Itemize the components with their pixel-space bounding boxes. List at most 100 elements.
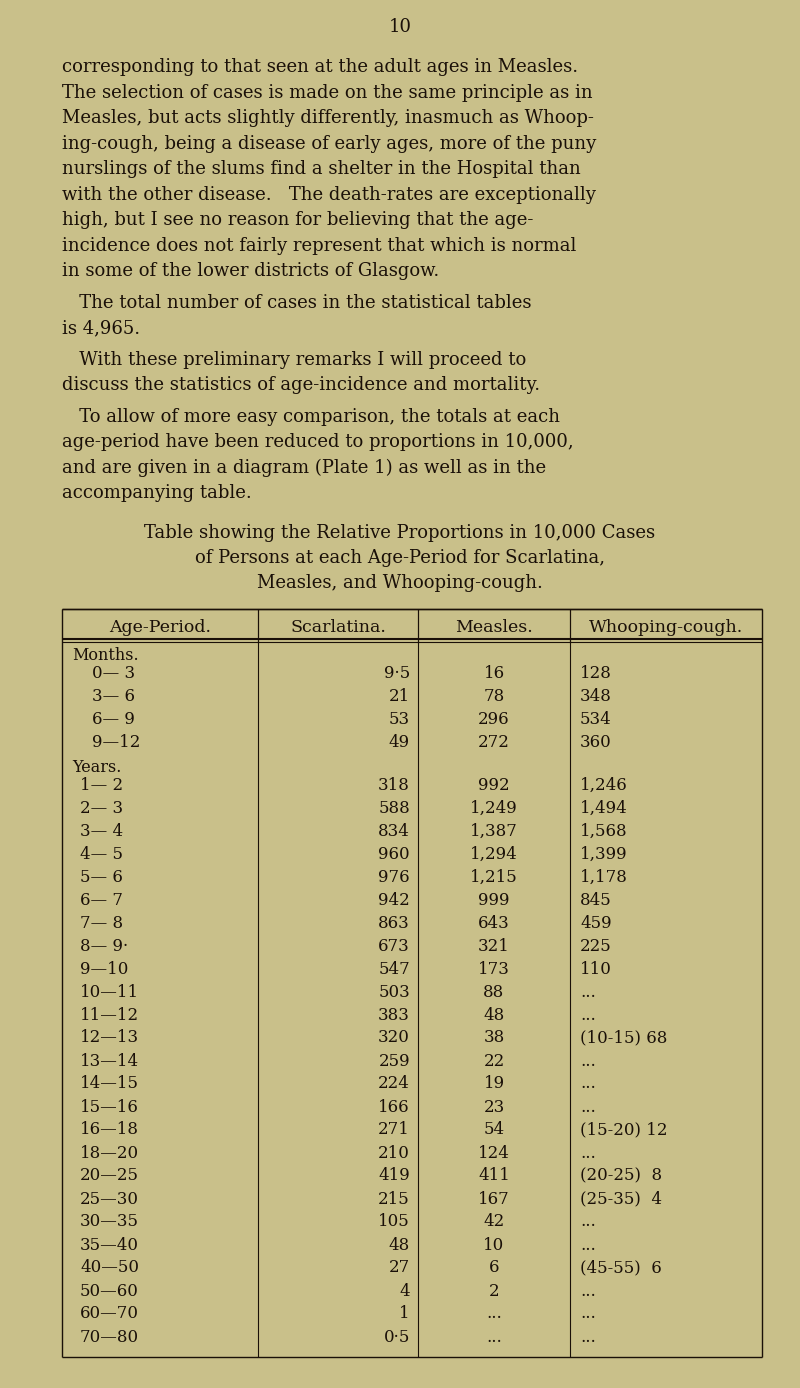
Text: Scarlatina.: Scarlatina. [290, 619, 386, 636]
Text: nurslings of the slums find a shelter in the Hospital than: nurslings of the slums find a shelter in… [62, 160, 581, 178]
Text: 419: 419 [378, 1167, 410, 1184]
Text: ...: ... [486, 1328, 502, 1345]
Text: 7— 8: 7— 8 [80, 915, 123, 931]
Text: 845: 845 [580, 891, 612, 909]
Text: (45-55)  6: (45-55) 6 [580, 1259, 662, 1277]
Text: 20—25: 20—25 [80, 1167, 139, 1184]
Text: 3— 6: 3— 6 [92, 687, 135, 705]
Text: ...: ... [580, 1145, 596, 1162]
Text: Table showing the Relative Proportions in 10,000 Cases: Table showing the Relative Proportions i… [145, 523, 655, 541]
Text: 128: 128 [580, 665, 612, 682]
Text: 16: 16 [483, 665, 505, 682]
Text: 320: 320 [378, 1030, 410, 1047]
Text: Months.: Months. [72, 647, 138, 663]
Text: 25—30: 25—30 [80, 1191, 139, 1208]
Text: 60—70: 60—70 [80, 1306, 139, 1323]
Text: Measles, but acts slightly differently, inasmuch as Whoop-: Measles, but acts slightly differently, … [62, 110, 594, 126]
Text: 54: 54 [483, 1122, 505, 1138]
Text: with the other disease.   The death-rates are exceptionally: with the other disease. The death-rates … [62, 186, 596, 204]
Text: 296: 296 [478, 711, 510, 727]
Text: 166: 166 [378, 1098, 410, 1116]
Text: 8— 9·: 8— 9· [80, 937, 128, 955]
Text: 40—50: 40—50 [80, 1259, 139, 1277]
Text: incidence does not fairly represent that which is normal: incidence does not fairly represent that… [62, 236, 576, 254]
Text: 1: 1 [399, 1306, 410, 1323]
Text: Whooping-cough.: Whooping-cough. [589, 619, 743, 636]
Text: 360: 360 [580, 733, 612, 751]
Text: 1,387: 1,387 [470, 823, 518, 840]
Text: (20-25)  8: (20-25) 8 [580, 1167, 662, 1184]
Text: 1,178: 1,178 [580, 869, 628, 886]
Text: 321: 321 [478, 937, 510, 955]
Text: 48: 48 [483, 1006, 505, 1023]
Text: 1,215: 1,215 [470, 869, 518, 886]
Text: 1,568: 1,568 [580, 823, 628, 840]
Text: Measles.: Measles. [455, 619, 533, 636]
Text: 1,494: 1,494 [580, 799, 628, 816]
Text: 960: 960 [378, 845, 410, 862]
Text: 863: 863 [378, 915, 410, 931]
Text: ...: ... [580, 1328, 596, 1345]
Text: ...: ... [580, 1213, 596, 1231]
Text: 4: 4 [399, 1283, 410, 1299]
Text: (10-15) 68: (10-15) 68 [580, 1030, 667, 1047]
Text: 53: 53 [389, 711, 410, 727]
Text: 10—11: 10—11 [80, 984, 139, 1001]
Text: 11—12: 11—12 [80, 1006, 139, 1023]
Text: is 4,965.: is 4,965. [62, 319, 140, 337]
Text: 643: 643 [478, 915, 510, 931]
Text: 225: 225 [580, 937, 612, 955]
Text: 1— 2: 1— 2 [80, 776, 123, 794]
Text: With these preliminary remarks I will proceed to: With these preliminary remarks I will pr… [62, 351, 526, 368]
Text: age-period have been reduced to proportions in 10,000,: age-period have been reduced to proporti… [62, 433, 574, 451]
Text: 48: 48 [389, 1237, 410, 1253]
Text: 23: 23 [483, 1098, 505, 1116]
Text: 459: 459 [580, 915, 612, 931]
Text: 16—18: 16—18 [80, 1122, 139, 1138]
Text: 21: 21 [389, 687, 410, 705]
Text: 22: 22 [483, 1052, 505, 1070]
Text: 271: 271 [378, 1122, 410, 1138]
Text: 992: 992 [478, 776, 510, 794]
Text: 2: 2 [489, 1283, 499, 1299]
Text: 503: 503 [378, 984, 410, 1001]
Text: 70—80: 70—80 [80, 1328, 139, 1345]
Text: ing-cough, being a disease of early ages, more of the puny: ing-cough, being a disease of early ages… [62, 135, 596, 153]
Text: 834: 834 [378, 823, 410, 840]
Text: of Persons at each Age-Period for Scarlatina,: of Persons at each Age-Period for Scarla… [195, 548, 605, 566]
Text: 124: 124 [478, 1145, 510, 1162]
Text: ...: ... [580, 984, 596, 1001]
Text: 88: 88 [483, 984, 505, 1001]
Text: in some of the lower districts of Glasgow.: in some of the lower districts of Glasgo… [62, 262, 439, 280]
Text: 999: 999 [478, 891, 510, 909]
Text: 78: 78 [483, 687, 505, 705]
Text: 0·5: 0·5 [384, 1328, 410, 1345]
Text: 12—13: 12—13 [80, 1030, 139, 1047]
Text: 588: 588 [378, 799, 410, 816]
Text: corresponding to that seen at the adult ages in Measles.: corresponding to that seen at the adult … [62, 58, 578, 76]
Text: 6— 9: 6— 9 [92, 711, 135, 727]
Text: ...: ... [580, 1076, 596, 1092]
Text: 27: 27 [389, 1259, 410, 1277]
Text: and are given in a diagram (Plate 1) as well as in the: and are given in a diagram (Plate 1) as … [62, 458, 546, 476]
Text: 110: 110 [580, 960, 612, 977]
Text: 13—14: 13—14 [80, 1052, 139, 1070]
Text: 976: 976 [378, 869, 410, 886]
Text: accompanying table.: accompanying table. [62, 484, 252, 502]
Text: 1,294: 1,294 [470, 845, 518, 862]
Text: 348: 348 [580, 687, 612, 705]
Text: 383: 383 [378, 1006, 410, 1023]
Text: 50—60: 50—60 [80, 1283, 139, 1299]
Text: 6— 7: 6— 7 [80, 891, 123, 909]
Text: 167: 167 [478, 1191, 510, 1208]
Text: (15-20) 12: (15-20) 12 [580, 1122, 667, 1138]
Text: ...: ... [580, 1098, 596, 1116]
Text: 3— 4: 3— 4 [80, 823, 123, 840]
Text: 1,246: 1,246 [580, 776, 628, 794]
Text: 9—12: 9—12 [92, 733, 140, 751]
Text: Age-Period.: Age-Period. [109, 619, 211, 636]
Text: Years.: Years. [72, 758, 122, 776]
Text: ...: ... [580, 1237, 596, 1253]
Text: 6: 6 [489, 1259, 499, 1277]
Text: 1,399: 1,399 [580, 845, 628, 862]
